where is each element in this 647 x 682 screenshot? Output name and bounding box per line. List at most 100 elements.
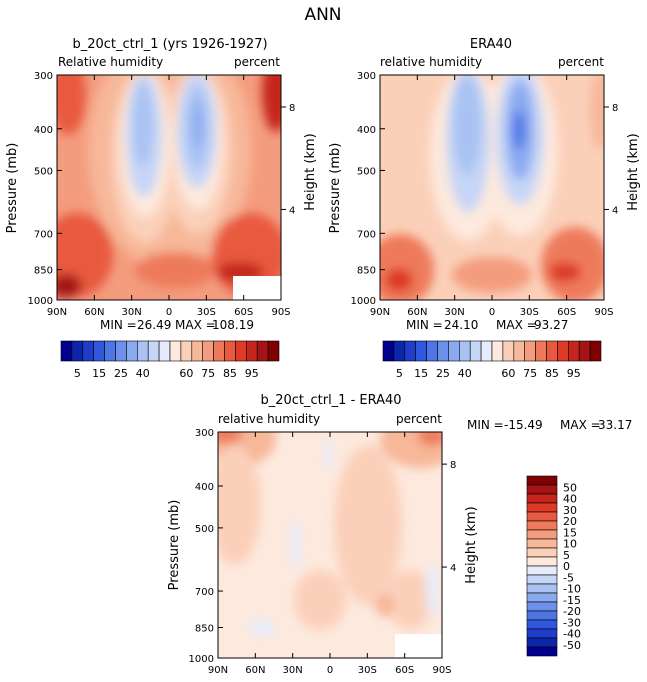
colorbar-swatch — [513, 340, 525, 362]
field-contour — [57, 274, 82, 298]
y-axis-label: Pressure (mb) — [5, 143, 20, 234]
y-tick-label: 700 — [34, 229, 53, 240]
y-tick-label: 1000 — [28, 296, 53, 307]
colorbar-swatch — [526, 493, 558, 504]
colorbar-label: 25 — [114, 367, 128, 380]
colorbar-swatch — [213, 340, 225, 362]
colorbar-swatch — [535, 340, 547, 362]
missing-data-mask — [395, 634, 442, 658]
max-label: MAX = — [175, 318, 216, 332]
colorbar-swatch — [191, 340, 204, 362]
colorbar-swatch — [526, 484, 558, 495]
colorbar-swatch — [526, 475, 558, 486]
panel-obs: ERA40 relative humidity percent 90 — [328, 37, 641, 332]
x-ticks: 90N 60N 30N 0 30S 60S 90S — [208, 432, 452, 676]
missing-data-mask — [233, 276, 281, 300]
colorbar-label: 20 — [563, 515, 577, 528]
min-label: MIN = — [406, 318, 443, 332]
colorbar-swatch — [526, 610, 558, 621]
colorbar-swatch — [546, 340, 558, 362]
field-contour — [57, 75, 86, 135]
colorbar-swatch — [137, 340, 149, 362]
colorbar-swatch — [526, 583, 558, 594]
colorbar-swatch — [526, 592, 558, 603]
x-tick-label: 90N — [208, 665, 228, 676]
x-tick-label: 0 — [166, 307, 172, 318]
colorbar-label: 40 — [563, 493, 577, 506]
y-axis-label: Pressure (mb) — [167, 500, 182, 591]
y2-ticks: 84 — [604, 103, 618, 216]
x-tick-label: 60N — [407, 307, 427, 318]
colorbar-swatch — [526, 601, 558, 612]
y-tick-label: 400 — [34, 125, 53, 136]
y-tick-label: 400 — [357, 125, 376, 136]
max-value: 93.27 — [534, 318, 568, 332]
colorbar-swatch — [382, 340, 395, 362]
field-contour — [452, 257, 532, 293]
max-label: MAX = — [560, 418, 601, 432]
x-tick-label: 0 — [327, 665, 333, 676]
x-tick-label: 30S — [358, 665, 377, 676]
y2-tick-label: 8 — [450, 460, 456, 471]
field-contour — [290, 519, 300, 571]
colorbar-swatch — [469, 340, 482, 362]
colorbar-swatch — [526, 646, 558, 657]
colorbar-swatch — [82, 340, 95, 362]
colorbar-label: -40 — [563, 628, 581, 641]
y2-tick-label: 8 — [289, 103, 295, 114]
colorbar-label: -50 — [563, 639, 581, 652]
colorbar-swatch — [491, 340, 504, 362]
y2-tick-label: 4 — [450, 563, 456, 574]
colorbar-swatch — [93, 340, 105, 362]
colorbar-swatch — [71, 340, 84, 362]
field-contour — [453, 75, 481, 175]
y-tick-label: 300 — [195, 428, 214, 439]
colorbar-label: 75 — [523, 367, 537, 380]
colorbar-label: 75 — [201, 367, 215, 380]
field-contour — [385, 268, 413, 292]
field-contour — [388, 570, 432, 630]
field-contour — [218, 432, 242, 444]
colorbar-label: 40 — [458, 367, 472, 380]
x-tick-label: 90S — [594, 307, 613, 318]
colorbar-swatch — [526, 628, 558, 639]
colorbar-swatch — [426, 340, 438, 362]
y-tick-label: 500 — [34, 166, 53, 177]
colorbar-swatch — [126, 340, 138, 362]
y2-tick-label: 4 — [612, 205, 618, 216]
colorbar-label: 5 — [396, 367, 403, 380]
colorbar-label: -20 — [563, 605, 581, 618]
field-contour — [426, 564, 438, 616]
y-tick-label: 300 — [357, 71, 376, 82]
colorbar-swatch — [526, 637, 558, 648]
min-label: MIN = — [100, 318, 137, 332]
colorbar-swatch — [267, 340, 280, 362]
panel-left-label: relative humidity — [380, 55, 482, 69]
panel-diff: b_20ct_ctrl_1 - ERA40 relative humidity … — [167, 393, 632, 676]
colorbar-swatch — [526, 511, 558, 522]
y2-tick-label: 4 — [289, 205, 295, 216]
field-contour — [218, 445, 261, 565]
y2-axis-label: Height (km) — [626, 133, 641, 210]
x-tick-label: 0 — [489, 307, 495, 318]
field-contour — [262, 75, 281, 132]
panel-left-label: Relative humidity — [58, 55, 163, 69]
x-tick-label: 30N — [283, 665, 303, 676]
colorbar-label: -30 — [563, 616, 581, 629]
colorbar-label: 40 — [136, 367, 150, 380]
field-contour — [418, 432, 442, 446]
colorbar-swatch — [526, 520, 558, 531]
figure-title: ANN — [304, 5, 341, 25]
min-label: MIN = — [467, 418, 504, 432]
y-tick-label: 400 — [195, 482, 214, 493]
colorbar-swatch — [147, 340, 160, 362]
x-tick-label: 90S — [271, 307, 290, 318]
min-value: 26.49 — [137, 318, 171, 332]
y-tick-label: 1000 — [351, 296, 376, 307]
y-ticks: 300 400 500 700 850 1000 — [189, 428, 223, 665]
colorbar-swatch — [557, 340, 569, 362]
max-value: 108.19 — [212, 318, 254, 332]
colorbar-swatch — [256, 340, 269, 362]
